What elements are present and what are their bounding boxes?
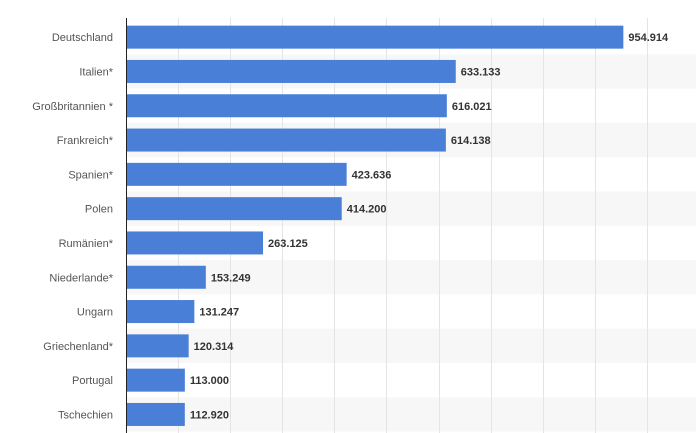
category-label: Frankreich* [57, 135, 114, 147]
value-label: 616.021 [452, 101, 492, 113]
category-label: Ungarn [77, 307, 113, 319]
category-label: Spanien* [68, 169, 113, 181]
bar [126, 25, 624, 49]
bar [126, 231, 264, 255]
value-label: 954.914 [628, 32, 669, 44]
value-label: 423.636 [352, 169, 392, 181]
category-label: Portugal [72, 375, 113, 387]
category-label: Griechenland* [43, 341, 113, 353]
bar [126, 265, 206, 289]
value-label: 131.247 [199, 307, 239, 319]
category-label: Rumänien* [59, 238, 114, 250]
bar [126, 197, 342, 221]
value-label: 263.125 [268, 238, 308, 250]
value-label: 153.249 [211, 272, 251, 284]
bar [126, 162, 347, 186]
row-stripe [126, 397, 696, 432]
category-label: Polen [85, 204, 113, 216]
bar [126, 94, 447, 118]
row-stripe [126, 260, 696, 295]
bar [126, 402, 185, 426]
value-labels: 954.914 633.133 616.021 614.138 423.636 414.2… [190, 32, 669, 421]
bar [126, 128, 446, 152]
value-label: 633.133 [461, 66, 501, 78]
bar [126, 59, 456, 83]
bars [126, 25, 624, 426]
bar [126, 334, 189, 358]
category-labels: Deutschland Italien* Großbritannien * Frank… [32, 32, 113, 421]
category-label: Italien* [79, 66, 113, 78]
bar [126, 368, 185, 392]
value-label: 414.200 [347, 204, 387, 216]
value-label: 113.000 [190, 375, 229, 387]
row-stripes [126, 54, 696, 432]
category-label: Niederlande* [49, 272, 113, 284]
value-label: 120.314 [194, 341, 235, 353]
gridlines [178, 18, 648, 433]
value-label: 112.920 [190, 409, 229, 421]
bar [126, 300, 195, 324]
category-label: Tschechien [58, 409, 113, 421]
value-label: 614.138 [451, 135, 491, 147]
row-stripe [126, 328, 696, 363]
category-label: Großbritannien * [32, 101, 113, 113]
category-label: Deutschland [52, 32, 113, 44]
